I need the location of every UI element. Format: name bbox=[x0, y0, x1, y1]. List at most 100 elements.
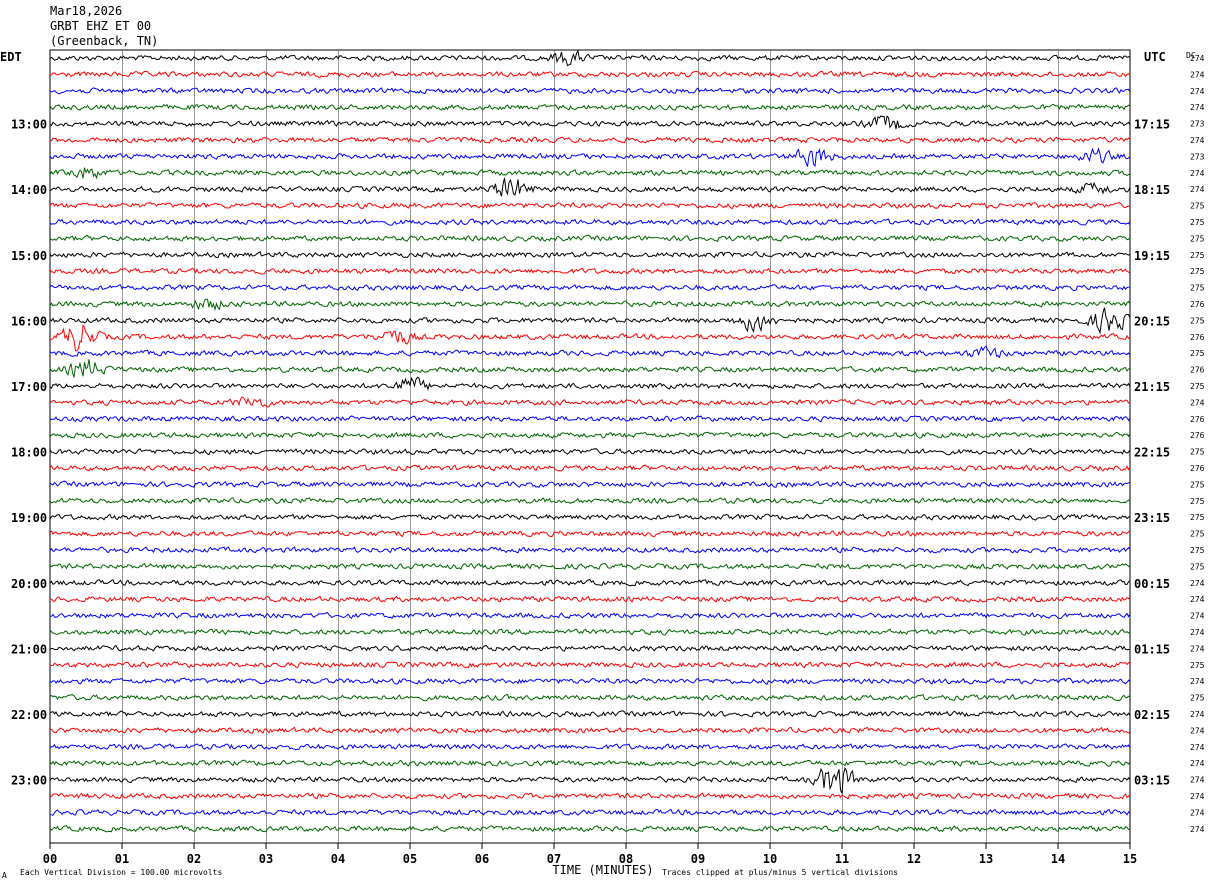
dc-offset-value: 276 bbox=[1190, 366, 1205, 375]
dc-offset-value: 275 bbox=[1190, 513, 1205, 522]
time-grid bbox=[49, 49, 1131, 844]
trace-row-19 bbox=[49, 359, 1131, 378]
dc-offset-header: DC bbox=[1186, 51, 1196, 60]
trace-row-23 bbox=[49, 431, 1131, 439]
trace-row-13 bbox=[49, 267, 1131, 275]
right-hour-label: 18:15 bbox=[1134, 183, 1170, 197]
dc-offset-value: 276 bbox=[1190, 300, 1205, 309]
right-hour-label: 20:15 bbox=[1134, 314, 1170, 328]
trace-row-46 bbox=[49, 808, 1131, 816]
dc-offset-value: 275 bbox=[1190, 661, 1205, 670]
trace-row-16 bbox=[49, 307, 1131, 335]
dc-offset-value: 274 bbox=[1190, 579, 1205, 588]
trace-row-29 bbox=[49, 530, 1131, 538]
trace-row-14 bbox=[49, 284, 1131, 292]
x-tick-label: 09 bbox=[691, 852, 705, 866]
left-hour-label: 22:00 bbox=[11, 708, 47, 722]
trace-row-27 bbox=[49, 497, 1131, 505]
right-hour-label: 02:15 bbox=[1134, 708, 1170, 722]
trace-row-7 bbox=[49, 167, 1131, 180]
dc-offset-value: 275 bbox=[1190, 284, 1205, 293]
trace-row-31 bbox=[49, 562, 1131, 570]
right-hour-label: 19:15 bbox=[1134, 249, 1170, 263]
left-hour-label: 23:00 bbox=[11, 774, 47, 788]
right-hour-label: 03:15 bbox=[1134, 774, 1170, 788]
x-axis-title: TIME (MINUTES) bbox=[552, 863, 653, 877]
dc-offset-value: 275 bbox=[1190, 218, 1205, 227]
scale-note: Each Vertical Division = 100.00 microvol… bbox=[20, 868, 222, 877]
dc-offset-value: 274 bbox=[1190, 87, 1205, 96]
left-hour-label: 19:00 bbox=[11, 511, 47, 525]
left-hour-label: 13:00 bbox=[11, 118, 47, 132]
left-hour-label: 14:00 bbox=[11, 183, 47, 197]
x-tick-label: 08 bbox=[619, 852, 633, 866]
dc-offset-value: 274 bbox=[1190, 136, 1205, 145]
trace-row-39 bbox=[49, 694, 1131, 702]
trace-row-22 bbox=[49, 415, 1131, 423]
dc-offset-value: 274 bbox=[1190, 398, 1205, 407]
trace-row-43 bbox=[49, 759, 1131, 767]
left-hour-label: 18:00 bbox=[11, 446, 47, 460]
left-hour-labels: 13:00 14:00 15:00 16:00 17:00 18:00 19:00 20:00… bbox=[11, 118, 47, 788]
dc-offset-value: 273 bbox=[1190, 152, 1205, 161]
x-tick-label: 00 bbox=[43, 852, 57, 866]
trace-row-45 bbox=[49, 792, 1131, 800]
trace-row-17 bbox=[49, 324, 1131, 352]
dc-offset-value: 274 bbox=[1190, 644, 1205, 653]
trace-row-36 bbox=[49, 644, 1131, 652]
x-tick-label: 03 bbox=[259, 852, 273, 866]
x-tick-label: 12 bbox=[907, 852, 921, 866]
dc-offset-value: 274 bbox=[1190, 710, 1205, 719]
dc-offset-value: 275 bbox=[1190, 316, 1205, 325]
dc-offset-value: 276 bbox=[1190, 415, 1205, 424]
right-hour-label: 21:15 bbox=[1134, 380, 1170, 394]
trace-row-6 bbox=[49, 147, 1131, 168]
trace-row-37 bbox=[49, 661, 1131, 669]
trace-row-8 bbox=[49, 177, 1131, 197]
dc-offset-value: 274 bbox=[1190, 169, 1205, 178]
dc-offset-value: 274 bbox=[1190, 70, 1205, 79]
dc-offset-value: 275 bbox=[1190, 694, 1205, 703]
x-tick-label: 14 bbox=[1051, 852, 1065, 866]
trace-row-41 bbox=[49, 726, 1131, 734]
dc-offset-value: 274 bbox=[1190, 792, 1205, 801]
dc-offset-value: 274 bbox=[1190, 808, 1205, 817]
dc-offset-value: 274 bbox=[1190, 185, 1205, 194]
trace-row-34 bbox=[49, 612, 1131, 620]
trace-row-47 bbox=[49, 825, 1131, 833]
trace-row-30 bbox=[49, 546, 1131, 554]
dc-offset-value: 275 bbox=[1190, 202, 1205, 211]
x-tick-label: 13 bbox=[979, 852, 993, 866]
trace-row-18 bbox=[49, 345, 1131, 359]
x-tick-label: 11 bbox=[835, 852, 849, 866]
trace-row-9 bbox=[49, 202, 1131, 210]
left-hour-label: 17:00 bbox=[11, 380, 47, 394]
header-station: GRBT EHZ ET 00 bbox=[50, 19, 151, 33]
plot-frame bbox=[49, 49, 1131, 844]
trace-row-32 bbox=[49, 579, 1131, 587]
trace-row-0 bbox=[49, 49, 1131, 67]
right-hour-label: 17:15 bbox=[1134, 118, 1170, 132]
dc-offset-value: 274 bbox=[1190, 759, 1205, 768]
header-location: (Greenback, TN) bbox=[50, 34, 158, 48]
trace-row-12 bbox=[49, 251, 1131, 259]
x-tick-label: 06 bbox=[475, 852, 489, 866]
left-hour-label: 15:00 bbox=[11, 249, 47, 263]
dc-offset-value: 275 bbox=[1190, 530, 1205, 539]
dc-offset-value: 274 bbox=[1190, 776, 1205, 785]
dc-offset-value: 275 bbox=[1190, 251, 1205, 260]
dc-offset-value: 275 bbox=[1190, 448, 1205, 457]
x-tick-label: 07 bbox=[547, 852, 561, 866]
dc-offset-value: 275 bbox=[1190, 349, 1205, 358]
dc-offset-value: 275 bbox=[1190, 267, 1205, 276]
dc-offset-value: 274 bbox=[1190, 677, 1205, 686]
x-tick-label: 10 bbox=[763, 852, 777, 866]
dc-offset-value: 275 bbox=[1190, 234, 1205, 243]
trace-row-44 bbox=[49, 767, 1131, 794]
trace-row-21 bbox=[49, 396, 1131, 408]
clip-note: Traces clipped at plus/minus 5 vertical … bbox=[662, 868, 898, 877]
dc-offset-value: 276 bbox=[1190, 333, 1205, 342]
right-hour-labels: 17:15 18:15 19:15 20:15 21:15 22:15 23:15 00:15… bbox=[1134, 118, 1170, 788]
x-axis-ticks: 00 01 02 03 04 05 06 07 08 09 10 11 12 13 14 15 bbox=[43, 843, 1137, 866]
